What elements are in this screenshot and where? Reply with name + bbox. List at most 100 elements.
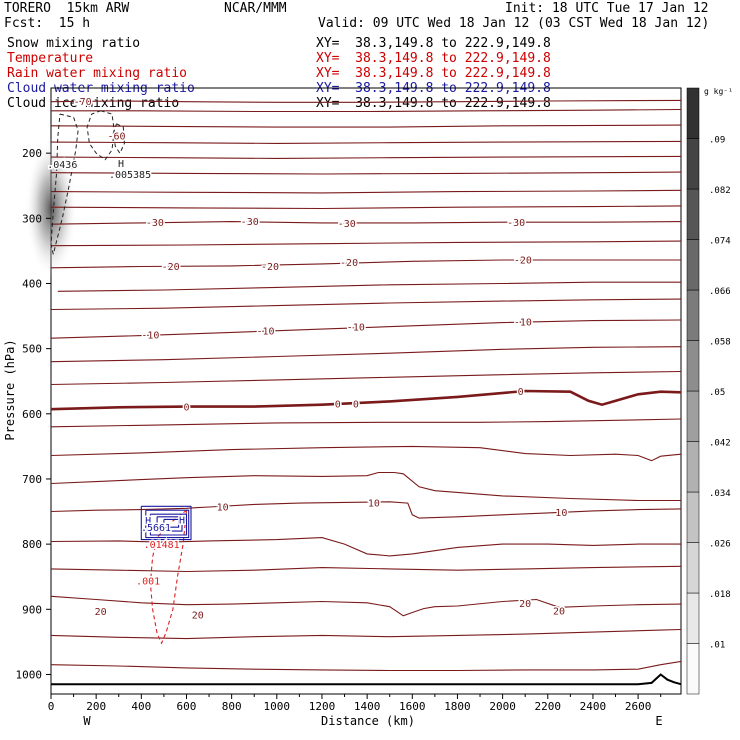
- colorbar-swatch: [686, 138, 700, 190]
- colorbar-swatch: [686, 390, 700, 442]
- isotherm-label: 20: [519, 599, 531, 610]
- cloud-water-contour: [163, 518, 180, 528]
- y-tick-label: 500: [22, 343, 42, 356]
- colorbar-swatch: [686, 441, 700, 493]
- isotherm-line: [50, 240, 682, 247]
- x-tick-label: 1200: [309, 700, 336, 713]
- isotherm-line: [50, 445, 682, 462]
- isotherm-line: [50, 565, 682, 573]
- isotherm-label: 10: [368, 498, 380, 509]
- east-label: E: [655, 714, 662, 728]
- model-title: TORERO 15km ARW: [4, 1, 130, 16]
- isotherm-line: [50, 501, 682, 519]
- isotherm-label: -20: [261, 262, 279, 273]
- cloud-ice-group: [50, 110, 125, 255]
- ground-group: [51, 673, 682, 686]
- x-tick-label: 1800: [444, 700, 471, 713]
- isotherm-label: -10: [514, 317, 532, 328]
- ground-surface-line: [51, 673, 682, 686]
- x-tick-label: 1400: [354, 700, 381, 713]
- colorbar-units: g kg⁻¹: [704, 87, 733, 96]
- cloud-water-group: [140, 505, 192, 541]
- y-tick-label: 900: [22, 603, 42, 616]
- cloud-water-label: H: [179, 515, 185, 526]
- isotherm-line: [57, 281, 681, 292]
- x-tick-label: 1000: [264, 700, 291, 713]
- y-tick-label: 400: [22, 277, 42, 290]
- cloud-ice-label: H: [118, 159, 124, 170]
- isotherm-label: -10: [347, 322, 365, 333]
- field-xy-cloud-ice: XY= 38.3,149.8 to 222.9,149.8: [316, 96, 551, 111]
- cloud-ice-contour: [86, 110, 115, 161]
- isotherm-label: -70: [74, 97, 92, 108]
- cloud-water-contour: [156, 516, 183, 532]
- isotherm-label: 20: [95, 607, 107, 618]
- isotherm-line: [50, 171, 682, 175]
- isotherm-line: [51, 108, 682, 113]
- field-label-cloud-ice: Cloud ice mixing ratio: [7, 96, 180, 111]
- field-xy-temperature: XY= 38.3,149.8 to 222.9,149.8: [316, 51, 551, 66]
- valid-time: Valid: 09 UTC Wed 18 Jan 12 (03 CST Wed …: [318, 16, 710, 31]
- isotherm-line: [50, 389, 682, 411]
- x-tick-label: 2200: [535, 700, 562, 713]
- isotherm-line: [50, 155, 682, 159]
- isotherm-group: [50, 99, 682, 672]
- y-tick-label: 600: [22, 408, 42, 421]
- snow-shading: [25, 138, 77, 279]
- y-axis-label: Pressure (hPa): [3, 339, 17, 440]
- forecast-hour: Fcst: 15 h: [4, 16, 91, 31]
- cloud-water-contour: [149, 513, 188, 536]
- isotherm-label: 0: [518, 387, 524, 398]
- colorbar-tick-label: .034: [709, 489, 731, 499]
- cloud-ice-label: .005385: [109, 170, 151, 181]
- field-label-snow: Snow mixing ratio: [7, 36, 141, 51]
- colorbar-swatch: [686, 542, 700, 594]
- isotherm-label: -20: [340, 258, 358, 269]
- cloud-ice-contour: [112, 123, 125, 155]
- x-tick-label: 200: [86, 700, 106, 713]
- field-xy-rain: XY= 38.3,149.8 to 222.9,149.8: [316, 66, 551, 81]
- isotherm-line: [50, 370, 682, 386]
- isotherm-label: -30: [146, 218, 164, 229]
- x-axis-label: Distance (km): [321, 714, 415, 728]
- init-time: Init: 18 UTC Tue 17 Jan 12: [505, 1, 709, 16]
- isotherm-label: -60: [107, 132, 125, 143]
- isotherm-line: [50, 140, 682, 144]
- colorbar: .01 .018 .026 .034 .042 .05 .058 .066 .074 .082 .0…: [686, 87, 733, 695]
- x-tick-label: 0: [48, 700, 55, 713]
- colorbar-swatch: [686, 592, 700, 644]
- isotherm-label: 0: [335, 399, 341, 410]
- isotherm-label: -10: [256, 326, 274, 337]
- cloud-water-contour: [145, 509, 190, 539]
- isotherm-line: [50, 124, 682, 128]
- y-tick-label: 200: [22, 147, 42, 160]
- isotherm-line: [50, 259, 681, 269]
- isotherm-line: [50, 628, 682, 640]
- cloud-water-contour: [140, 505, 192, 541]
- x-tick-label: 2000: [489, 700, 516, 713]
- isotherm-line: [50, 418, 682, 428]
- isotherm-line: [50, 346, 682, 363]
- field-xy-snow: XY= 38.3,149.8 to 222.9,149.8: [316, 36, 551, 51]
- center-label: NCAR/MMM: [224, 1, 287, 16]
- colorbar-tick-label: .074: [709, 237, 731, 247]
- rain-label: .001: [136, 577, 160, 588]
- isotherm-label: 20: [192, 611, 204, 622]
- colorbar-tick-label: .05: [709, 388, 725, 398]
- isotherm-line: [50, 595, 682, 617]
- cloud-ice-label: .0436: [47, 160, 77, 171]
- isotherm-label: -30: [507, 218, 525, 229]
- x-tick-label: 1600: [399, 700, 426, 713]
- x-tick-label: 800: [222, 700, 242, 713]
- colorbar-swatch: [686, 87, 700, 139]
- colorbar-swatch: [686, 643, 700, 695]
- x-tick-label: 2400: [580, 700, 607, 713]
- colorbar-tick-label: .058: [709, 338, 731, 348]
- colorbar-tick-label: .018: [709, 590, 731, 600]
- y-tick-label: 300: [22, 212, 42, 225]
- field-label-rain: Rain water mixing ratio: [7, 66, 188, 81]
- isotherm-label: -10: [141, 330, 159, 341]
- isotherm-line: [50, 298, 682, 311]
- x-tick-label: 400: [131, 700, 151, 713]
